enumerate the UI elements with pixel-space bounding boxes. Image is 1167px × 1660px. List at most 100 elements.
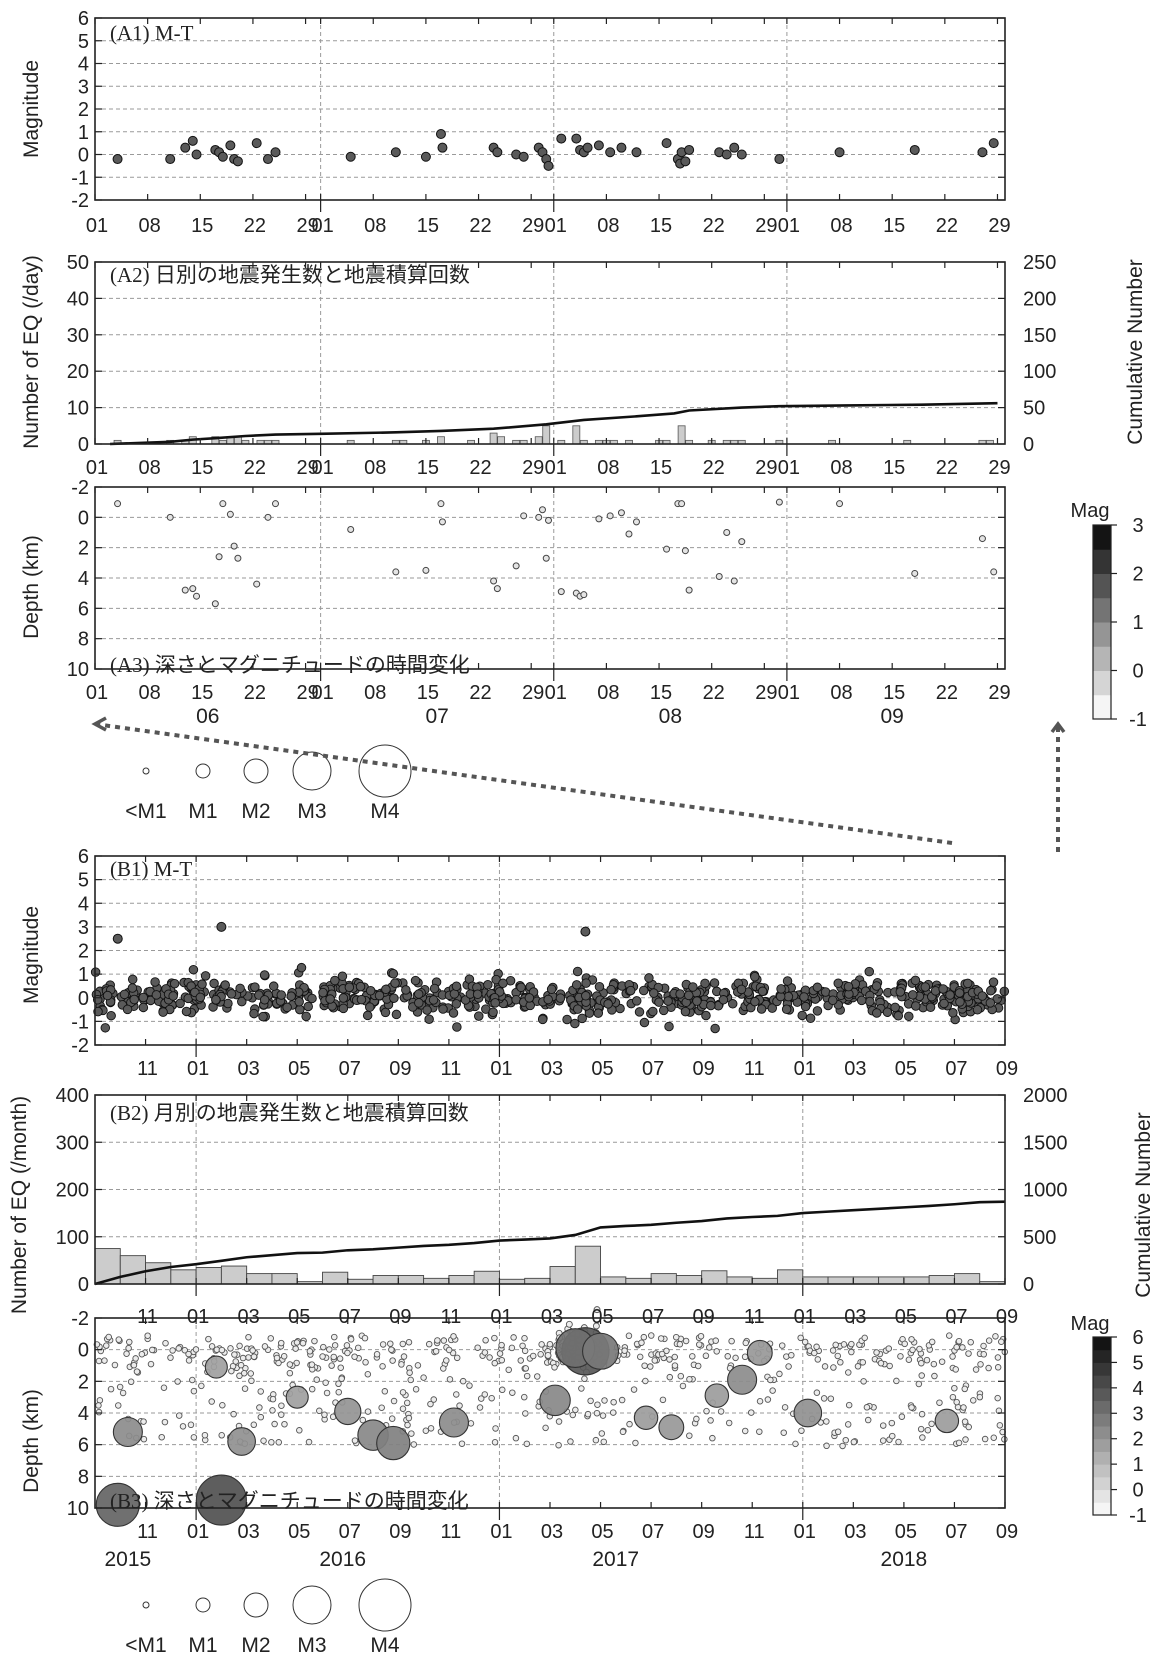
a1-xtick-label: 22: [244, 215, 266, 237]
magnitude-point: [451, 981, 462, 991]
a1-xtick-label: 15: [650, 215, 672, 237]
magnitude-point: [692, 996, 702, 1006]
magnitude-point: [644, 973, 654, 983]
legend-a-size-circle: [243, 758, 269, 784]
depth-point: [918, 1372, 925, 1379]
depth-point: [208, 1343, 216, 1350]
magnitude-point: [865, 996, 875, 1007]
magnitude-point: [543, 994, 553, 1005]
depth-point: [617, 509, 625, 517]
a1-xtick-label: 15: [417, 215, 439, 237]
b1-xtick-label: 05: [288, 1058, 310, 1080]
depth-point: [967, 1338, 974, 1346]
depth-point: [211, 600, 219, 608]
magnitude-point: [555, 993, 566, 1003]
a1-xtick-label: 29: [988, 215, 1010, 237]
magnitude-point: [774, 154, 785, 165]
magnitude-point: [537, 1014, 548, 1025]
depth-point: [901, 1340, 908, 1348]
depth-point: [567, 1438, 574, 1445]
b1-frame: [94, 855, 1006, 1046]
zoom-connector-left: [94, 722, 953, 845]
depth-point: [572, 1406, 579, 1414]
b1-xtick-label: 01: [794, 1058, 816, 1080]
depth-point: [928, 1338, 936, 1346]
magnitude-point: [986, 985, 996, 996]
depth-point: [915, 1380, 923, 1388]
depth-point: [593, 1409, 601, 1417]
magnitude-point: [833, 978, 843, 989]
a1-ytick-label: 2: [78, 99, 89, 121]
depth-point: [114, 500, 122, 508]
depth-point: [557, 588, 565, 596]
a1-ytick-label: -1: [71, 167, 89, 189]
magnitude-point: [684, 990, 694, 1001]
b2-xtick-label: 11: [137, 1306, 158, 1328]
magnitude-point: [750, 996, 760, 1007]
b3-xtick-label: 11: [744, 1521, 765, 1543]
a3-colorbar-step: [1093, 525, 1111, 550]
depth-point: [336, 1355, 344, 1362]
magnitude-point: [582, 142, 593, 153]
b2-xtick-label: 07: [945, 1306, 967, 1328]
depth-point: [316, 1407, 323, 1415]
monthly-bar: [650, 1273, 677, 1285]
a2-xtick-label: 08: [364, 457, 386, 479]
depth-point: [343, 1342, 351, 1349]
depth-point: [498, 1341, 505, 1349]
depth-point: [813, 1343, 820, 1351]
title-a3: (A3) 深さとマグニチュードの時間変化: [110, 653, 470, 677]
depth-point: [717, 1408, 725, 1415]
a3-ytick-label: 0: [78, 507, 89, 529]
magnitude-point: [390, 147, 401, 158]
depth-point: [523, 1372, 531, 1380]
depth-point: [978, 535, 986, 543]
magnitude-point: [904, 1011, 914, 1022]
magnitude-point: [303, 1001, 313, 1012]
depth-point: [169, 1347, 176, 1354]
a1-xtick-label: 01: [778, 215, 800, 237]
depth-point: [388, 1346, 395, 1353]
depth-point: [555, 1441, 562, 1449]
magnitude-point: [389, 993, 399, 1003]
depth-point: [712, 1337, 719, 1344]
magnitude-point: [381, 984, 391, 995]
magnitude-point: [985, 998, 996, 1008]
depth-point: [261, 1343, 269, 1350]
b3-xtick-label: 07: [945, 1521, 967, 1543]
daily-bar: [677, 425, 686, 445]
b1-xtick-label: 11: [441, 1058, 462, 1080]
b2-xtick-label: 05: [895, 1306, 917, 1328]
depth-point: [742, 1339, 750, 1347]
depth-point: [747, 1409, 755, 1416]
b3-colorbar-frame: [1092, 1336, 1112, 1516]
depth-point: [638, 1339, 645, 1347]
depth-point: [179, 1423, 187, 1430]
legend-a-size-circle: [195, 763, 211, 779]
depth-point: [823, 1418, 830, 1425]
magnitude-point: [649, 988, 659, 998]
depth-point: [481, 1391, 489, 1398]
b3-ytick-label: 6: [78, 1435, 89, 1457]
depth-point: [101, 1357, 108, 1364]
depth-point: [555, 1418, 563, 1425]
depth-point: [517, 1357, 525, 1364]
depth-point: [598, 1430, 606, 1437]
magnitude-point: [938, 984, 948, 994]
magnitude-point: [736, 149, 747, 160]
depth-point: [584, 1410, 592, 1418]
b2-xtick-label: 03: [238, 1306, 260, 1328]
magnitude-point: [428, 995, 439, 1005]
magnitude-point: [362, 1010, 373, 1021]
depth-point: [834, 1352, 841, 1360]
depth-point: [257, 1388, 264, 1395]
depth-point: [347, 525, 355, 533]
magnitude-point: [151, 990, 162, 1000]
depth-point: [888, 1419, 896, 1427]
depth-point: [390, 1397, 398, 1405]
legend-b-size-circle: [243, 1592, 269, 1618]
depth-point: [499, 1386, 506, 1394]
magnitude-point: [388, 968, 399, 979]
depth-point: [671, 1362, 679, 1369]
a3-ytick-label: 6: [78, 598, 89, 620]
